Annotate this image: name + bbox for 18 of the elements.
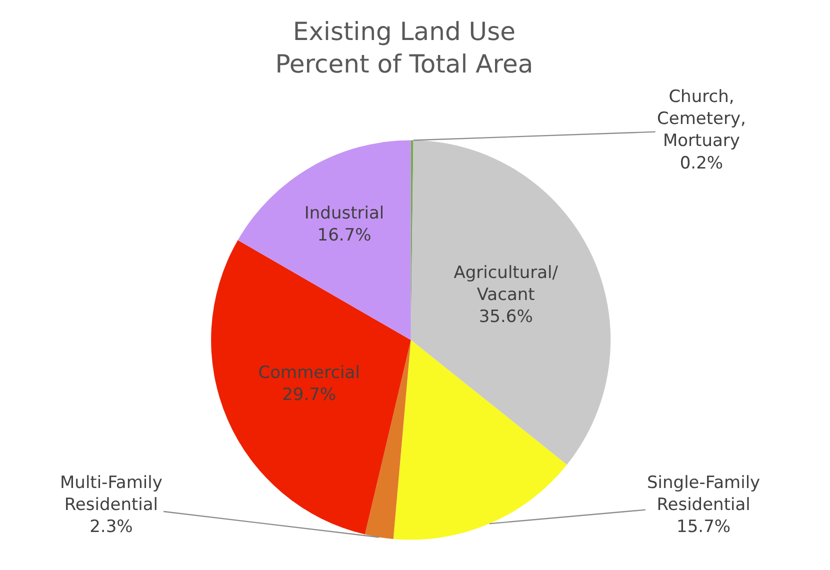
slice-label: Single-Family Residential [647, 473, 760, 516]
slice-label: Commercial [258, 362, 360, 383]
pie-slice [364, 340, 411, 540]
chart-title: Existing Land Use Percent of Total Area [275, 16, 534, 78]
slice-label: Industrial [304, 204, 384, 224]
data-label: 15.7% [676, 517, 731, 538]
pie-slice [393, 340, 567, 540]
slice-label: Multi-Family Residential [60, 473, 162, 516]
slice-label: Church, Cemetery, Mortuary [657, 87, 746, 152]
pie-slice [238, 140, 411, 340]
slice-label: Agricultural/ Vacant [454, 262, 558, 305]
pie-slice [211, 240, 411, 534]
data-label: 0.2% [680, 153, 724, 174]
data-label: 29.7% [282, 384, 336, 405]
data-label: 16.7% [317, 226, 372, 246]
pie-slice [410, 140, 610, 465]
data-label: 2.3% [90, 517, 133, 538]
data-label: 35.6% [478, 307, 533, 328]
